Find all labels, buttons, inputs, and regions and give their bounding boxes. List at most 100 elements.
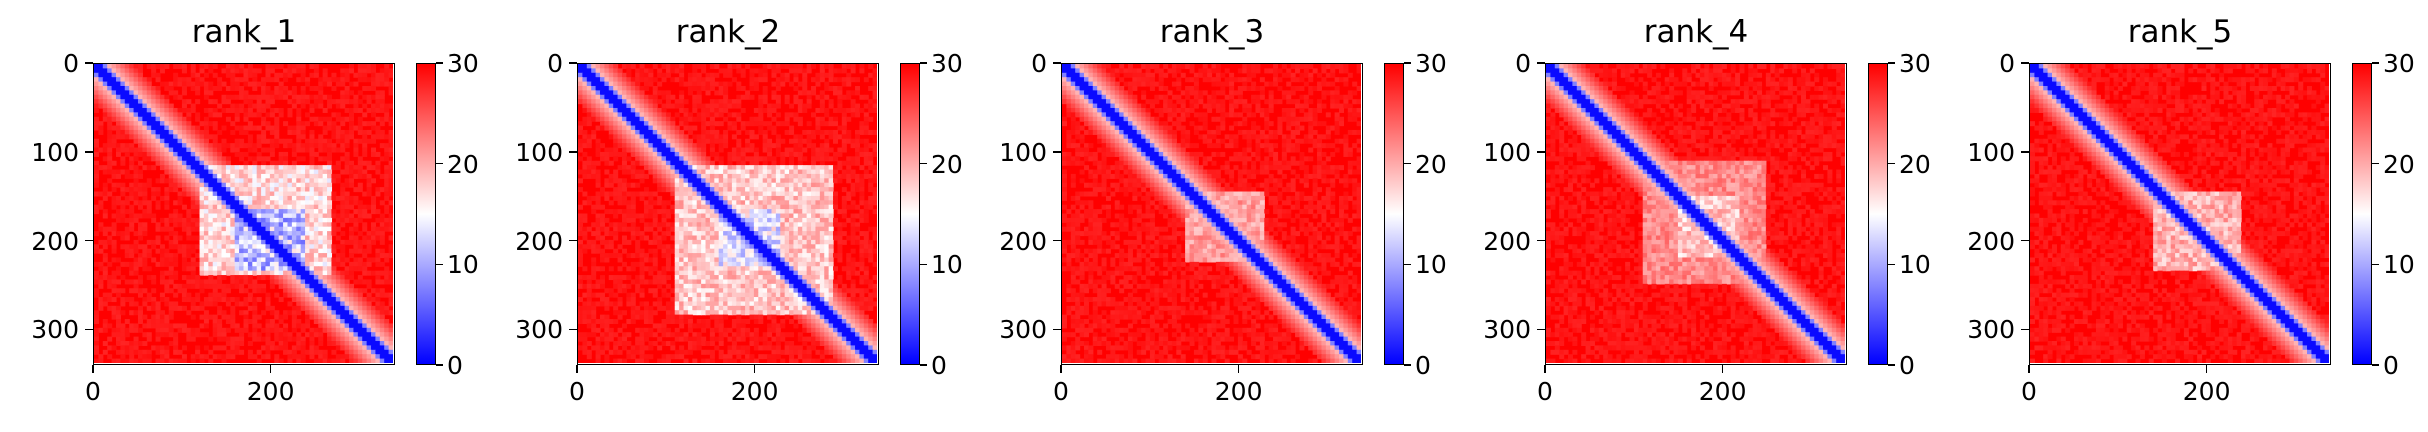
heatmap-cell xyxy=(173,270,179,276)
heatmap-cell xyxy=(247,261,253,267)
heatmap-cell xyxy=(199,239,205,245)
heatmap-cell xyxy=(168,129,174,135)
heatmap-cell xyxy=(723,85,729,91)
colorbar xyxy=(416,63,436,365)
heatmap-cell xyxy=(164,358,170,363)
heatmap-cell xyxy=(340,121,346,127)
heatmap-cell xyxy=(379,107,385,113)
heatmap-cell xyxy=(291,85,297,91)
heatmap-cell xyxy=(137,257,143,263)
heatmap-cell xyxy=(327,147,333,153)
heatmap-cell xyxy=(252,165,258,171)
heatmap-cell xyxy=(643,125,649,131)
heatmap-cell xyxy=(274,204,280,210)
heatmap-cell xyxy=(705,178,711,184)
heatmap-cell xyxy=(344,301,350,307)
heatmap-cell xyxy=(621,165,627,171)
heatmap-cell xyxy=(115,231,121,237)
heatmap-cell xyxy=(661,156,667,162)
heatmap-cell xyxy=(357,332,363,338)
heatmap-cell xyxy=(217,283,223,289)
heatmap-cell xyxy=(709,200,715,206)
heatmap-cell xyxy=(811,178,817,184)
heatmap-cell xyxy=(203,182,209,188)
heatmap-cell xyxy=(599,68,605,74)
heatmap-cell xyxy=(225,349,231,355)
heatmap-cell xyxy=(102,68,108,74)
heatmap-cell xyxy=(353,169,359,175)
heatmap-cell xyxy=(190,182,196,188)
heatmap-cell xyxy=(208,217,214,223)
heatmap-cell xyxy=(595,151,601,157)
heatmap-cell xyxy=(362,64,368,69)
heatmap-cell xyxy=(199,160,205,166)
heatmap-cell xyxy=(102,187,108,193)
heatmap-cell xyxy=(674,64,680,69)
heatmap-cell xyxy=(868,143,874,149)
heatmap-cell xyxy=(371,134,377,140)
heatmap-cell xyxy=(278,151,284,157)
heatmap-cell xyxy=(718,143,724,149)
heatmap-cell xyxy=(340,138,346,144)
heatmap-cell xyxy=(133,239,139,245)
heatmap-cell xyxy=(291,178,297,184)
heatmap-cell xyxy=(164,226,170,232)
heatmap-cell xyxy=(340,68,346,74)
heatmap-cell xyxy=(604,99,610,105)
heatmap-cell xyxy=(828,204,834,210)
heatmap-cell xyxy=(283,279,289,285)
heatmap-cell xyxy=(683,191,689,197)
heatmap-cell xyxy=(190,156,196,162)
heatmap-cell xyxy=(265,147,271,153)
heatmap-cell xyxy=(164,107,170,113)
heatmap-cell xyxy=(291,187,297,193)
heatmap-cell xyxy=(181,99,187,105)
heatmap-cell xyxy=(327,253,333,259)
heatmap-cell xyxy=(824,129,830,135)
heatmap-cell xyxy=(846,160,852,166)
heatmap-cell xyxy=(203,72,209,78)
heatmap-cell xyxy=(582,77,588,83)
heatmap-cell xyxy=(819,160,825,166)
heatmap-cell xyxy=(349,195,355,201)
heatmap-cell xyxy=(379,248,385,254)
heatmap-cell xyxy=(203,173,209,179)
heatmap-cell xyxy=(621,151,627,157)
heatmap-cell xyxy=(846,169,852,175)
heatmap-cell xyxy=(578,81,583,87)
heatmap-cell xyxy=(863,116,869,122)
heatmap-cell xyxy=(582,99,588,105)
heatmap-cell xyxy=(261,165,267,171)
heatmap-cell xyxy=(780,121,786,127)
heatmap-cell xyxy=(313,204,319,210)
heatmap-cell xyxy=(789,147,795,153)
heatmap-cell xyxy=(591,116,597,122)
heatmap-cell xyxy=(384,178,390,184)
heatmap-cell xyxy=(648,129,654,135)
heatmap-cell xyxy=(731,209,737,215)
heatmap-cell xyxy=(137,107,143,113)
heatmap-cell xyxy=(269,244,275,250)
heatmap-cell xyxy=(199,143,205,149)
heatmap-cell xyxy=(366,165,372,171)
heatmap-cell xyxy=(186,292,192,298)
heatmap-cell xyxy=(239,310,245,316)
heatmap-cell xyxy=(155,248,161,254)
heatmap-cell xyxy=(388,332,393,338)
heatmap-cell xyxy=(291,336,297,342)
heatmap-cell xyxy=(375,297,381,303)
heatmap-cell xyxy=(287,358,293,363)
heatmap-cell xyxy=(371,323,377,329)
heatmap-cell xyxy=(252,279,258,285)
heatmap-cell xyxy=(318,323,324,329)
heatmap-cell xyxy=(98,248,104,254)
heatmap-cell xyxy=(771,103,777,109)
heatmap-cell xyxy=(714,187,720,193)
heatmap-cell xyxy=(305,222,311,228)
heatmap-cell xyxy=(133,244,139,250)
heatmap-cell xyxy=(819,116,825,122)
heatmap-cell xyxy=(384,195,390,201)
heatmap-cell xyxy=(296,244,302,250)
heatmap-cell xyxy=(137,72,143,78)
heatmap-cell xyxy=(243,129,249,135)
